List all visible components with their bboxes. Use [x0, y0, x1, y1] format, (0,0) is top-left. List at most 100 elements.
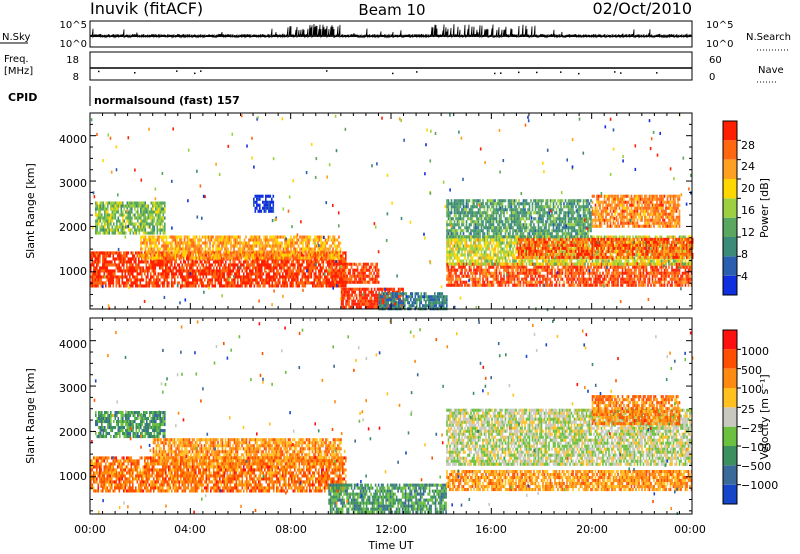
- echo-cell: [459, 259, 462, 263]
- echo-cell: [271, 206, 273, 210]
- echo-cell: [339, 247, 342, 251]
- echo-cell: [210, 266, 212, 270]
- echo-cell: [316, 281, 319, 285]
- echo-cell: [357, 305, 359, 309]
- echo-cell: [503, 247, 505, 251]
- echo-cell: [97, 269, 100, 273]
- echo-cell: [389, 292, 391, 296]
- echo-cell: [364, 280, 366, 284]
- echo-cell: [258, 247, 261, 251]
- echo-cell: [94, 269, 97, 273]
- echo-cell: [202, 281, 205, 285]
- echo-cell: [516, 241, 519, 245]
- echo-cell: [143, 216, 145, 220]
- echo-cell: [137, 225, 139, 229]
- echo-cell: [141, 213, 144, 217]
- echo-cell: [277, 281, 280, 285]
- echo-cell: [140, 235, 142, 239]
- echo-cell: [504, 250, 507, 254]
- echo-cell: [200, 238, 202, 242]
- nave-tick-top: 60: [709, 55, 722, 66]
- echo-cell: [534, 283, 537, 287]
- echo-cell: [615, 277, 618, 281]
- echo-cell: [187, 263, 190, 267]
- echo-cell: [504, 265, 507, 269]
- echo-cell: [381, 295, 384, 299]
- echo-cell: [641, 280, 643, 284]
- echo-cell: [620, 277, 622, 281]
- echo-cell: [364, 262, 366, 266]
- echo-cell: [221, 244, 223, 248]
- echo-cell: [253, 203, 255, 207]
- echo-cell: [256, 266, 259, 270]
- echo-cell: [473, 277, 475, 281]
- echo-cell: [146, 210, 148, 214]
- echo-cell: [674, 280, 676, 284]
- echo-cell: [498, 238, 501, 242]
- echo-cell: [353, 274, 356, 278]
- echo-cell: [272, 206, 275, 210]
- echo-cell: [509, 274, 511, 278]
- echo-cell: [359, 262, 362, 266]
- echo-cell: [576, 265, 579, 269]
- echo-cell: [171, 278, 173, 282]
- echo-cell: [459, 262, 462, 266]
- echo-cell: [419, 295, 421, 299]
- echo-cell: [226, 275, 229, 279]
- echo-cell: [150, 207, 153, 211]
- echo-cell: [257, 250, 259, 254]
- echo-cell: [291, 238, 294, 242]
- echo-cell: [374, 262, 377, 266]
- echo-cell: [164, 247, 166, 251]
- echo-cell: [305, 244, 307, 248]
- echo-cell: [153, 247, 156, 251]
- echo-cell: [249, 253, 252, 257]
- echo-cell: [143, 222, 145, 226]
- echo-cell: [353, 262, 356, 266]
- echo-cell: [612, 274, 615, 278]
- echo-cell: [114, 207, 117, 211]
- echo-cell: [282, 247, 285, 251]
- echo-cell: [608, 271, 610, 275]
- echo-cell: [189, 263, 191, 267]
- echo-cell: [242, 253, 244, 257]
- echo-cell: [572, 274, 574, 278]
- echo-cell: [161, 201, 163, 205]
- echo-cell: [392, 301, 394, 305]
- echo-cell: [281, 241, 283, 245]
- echo-cell: [512, 265, 514, 269]
- echo-cell: [156, 207, 159, 211]
- echo-cell: [108, 201, 111, 205]
- echo-cell: [476, 247, 478, 251]
- echo-cell: [159, 284, 161, 288]
- echo-cell: [319, 272, 322, 276]
- echo-cell: [395, 301, 397, 305]
- echo-cell: [458, 265, 460, 269]
- echo-cell: [263, 250, 265, 254]
- echo-cell: [271, 260, 274, 264]
- echo-cell: [114, 275, 116, 279]
- echo-cell: [534, 271, 537, 275]
- echo-cell: [249, 244, 252, 248]
- echo-cell: [287, 253, 289, 257]
- echo-cell: [288, 266, 290, 270]
- echo-cell: [307, 281, 310, 285]
- echo-cell: [285, 244, 288, 248]
- echo-cell: [557, 268, 559, 272]
- echo-cell: [204, 284, 206, 288]
- echo-cell: [335, 280, 338, 284]
- echo-cell: [272, 194, 275, 198]
- echo-cell: [563, 265, 565, 269]
- echo-cell: [347, 268, 350, 272]
- echo-cell: [671, 268, 673, 272]
- echo-cell: [497, 283, 499, 287]
- echo-cell: [114, 225, 117, 229]
- echo-cell: [678, 271, 681, 275]
- echo-cell: [567, 277, 570, 281]
- echo-cell: [127, 272, 130, 276]
- echo-cell: [269, 209, 272, 213]
- echo-cell: [384, 292, 387, 296]
- echo-cell: [144, 231, 147, 235]
- echo-cell: [122, 216, 124, 220]
- echo-cell: [152, 222, 154, 226]
